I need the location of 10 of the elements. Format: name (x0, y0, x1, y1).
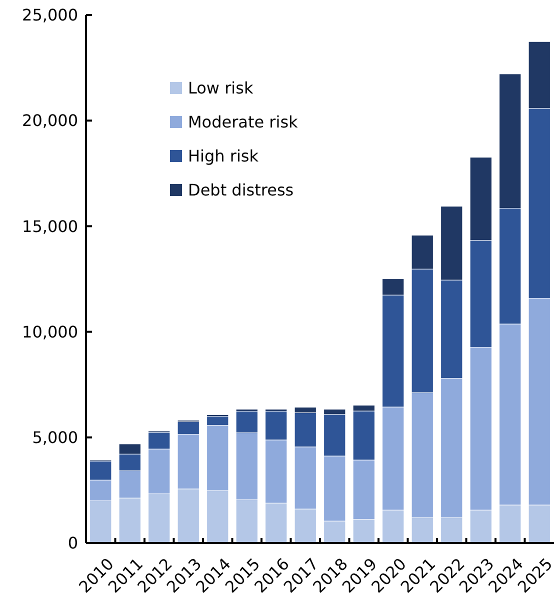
legend-label: Low risk (188, 78, 254, 98)
legend-label: Moderate risk (188, 112, 299, 132)
legend-label: High risk (188, 146, 260, 166)
y-tick-label: 20,000 (22, 111, 78, 130)
y-tick-label: 10,000 (22, 322, 78, 342)
y-tick-label: 25,000 (22, 6, 78, 25)
y-tick-label: 15,000 (22, 216, 78, 236)
legend-label: Debt distress (188, 180, 294, 200)
y-tick-label: 0 (68, 534, 78, 553)
y-tick-label: 5,000 (32, 428, 78, 447)
